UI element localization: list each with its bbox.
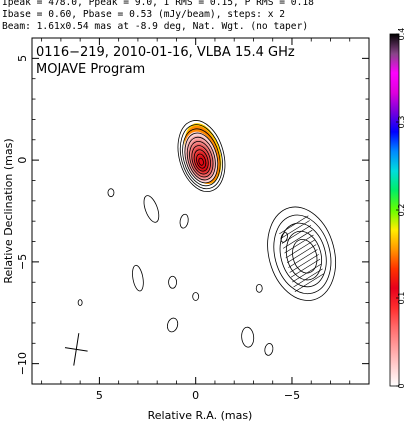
jet-hatch xyxy=(280,220,310,239)
x-tick-label: −5 xyxy=(284,389,300,402)
faint-emission-contour xyxy=(192,292,200,301)
faint-emission-contour xyxy=(264,343,274,356)
x-tick-label: 5 xyxy=(96,389,103,402)
faint-emission-layer xyxy=(77,188,288,356)
jet-contour xyxy=(292,238,318,274)
jet-contour xyxy=(273,214,332,295)
core-contour xyxy=(196,153,207,169)
x-tick-label: 0 xyxy=(192,389,199,402)
faint-emission-contour xyxy=(77,299,83,306)
colorbar-tick-label: 0.1 xyxy=(397,292,406,305)
core-contour xyxy=(184,132,219,184)
core-contour xyxy=(182,128,221,187)
beam-layer xyxy=(64,333,88,366)
colorbar: 0 0.1 0.2 0.3 0.4 xyxy=(389,28,406,389)
faint-emission-contour xyxy=(179,213,189,229)
y-tick-label: −10 xyxy=(16,352,29,375)
header-line-base: Ibase = 0.60, Pbase = 0.53 (mJy/beam), s… xyxy=(2,9,286,20)
plot-title: 0116−219, 2010-01-16, VLBA 15.4 GHz xyxy=(36,45,295,60)
y-axis-label: Relative Declination (mas) xyxy=(2,138,15,283)
jet-hatch xyxy=(293,268,323,288)
jet-hatch xyxy=(288,249,318,268)
jet-hatch xyxy=(281,225,312,244)
header-info: Ipeak = 478.0, Ppeak = 9.0, I RMS = 0.15… xyxy=(2,0,407,44)
contour-layer xyxy=(177,120,336,301)
jet-contour xyxy=(267,206,336,301)
core-contour xyxy=(193,149,209,172)
axis-ticks-layer: 5 0 −5 5 0 −5 −10 xyxy=(16,37,370,402)
faint-emission-contour xyxy=(241,326,255,348)
core-contour xyxy=(198,157,204,166)
beam-marker xyxy=(64,333,88,366)
jet-hatch xyxy=(292,263,322,283)
jet-hatch xyxy=(283,229,313,249)
faint-emission-contour xyxy=(132,264,144,292)
core-contour-group xyxy=(177,120,226,193)
core-contour xyxy=(189,141,214,178)
jet-hatch xyxy=(290,258,321,278)
header-line-beam: Beam: 1.61x0.54 mas at -8.9 deg, Nat. Wg… xyxy=(2,21,309,32)
jet-hatch xyxy=(285,239,315,259)
beam-minor-axis xyxy=(64,347,88,352)
core-contour xyxy=(191,145,212,175)
colorbar-tick-label: 0.2 xyxy=(397,204,406,217)
jet-hatch xyxy=(279,215,309,235)
faint-emission-contour xyxy=(143,195,160,223)
x-axis-label: Relative R.A. (mas) xyxy=(148,409,253,422)
jet-contour xyxy=(285,230,323,281)
core-contour xyxy=(177,120,226,193)
colorbar-tick-label: 0.4 xyxy=(397,28,406,41)
header-line-stats: Ipeak = 478.0, Ppeak = 9.0, I RMS = 0.15… xyxy=(2,0,314,8)
faint-emission-contour xyxy=(107,188,115,198)
plot-subtitle: MOJAVE Program xyxy=(36,62,145,77)
y-tick-label: 0 xyxy=(16,157,29,164)
y-tick-label: 5 xyxy=(16,55,29,62)
y-tick-label: −5 xyxy=(16,254,29,270)
core-contour xyxy=(179,124,223,190)
jet-hatch xyxy=(286,244,317,264)
jet-contour-group xyxy=(267,206,336,301)
jet-hatch xyxy=(289,254,319,273)
jet-contour xyxy=(279,222,327,288)
core-contour xyxy=(186,136,216,181)
plot-frame xyxy=(31,37,370,385)
faint-emission-contour xyxy=(167,317,179,333)
jet-hatch xyxy=(284,234,314,254)
faint-emission-contour xyxy=(280,232,288,243)
faint-emission-contour xyxy=(255,283,263,293)
faint-emission-contour xyxy=(168,275,177,289)
colorbar-tick-label: 0 xyxy=(397,383,406,388)
jet-hatch xyxy=(294,273,325,293)
colorbar-tick-label: 0.3 xyxy=(397,116,406,129)
